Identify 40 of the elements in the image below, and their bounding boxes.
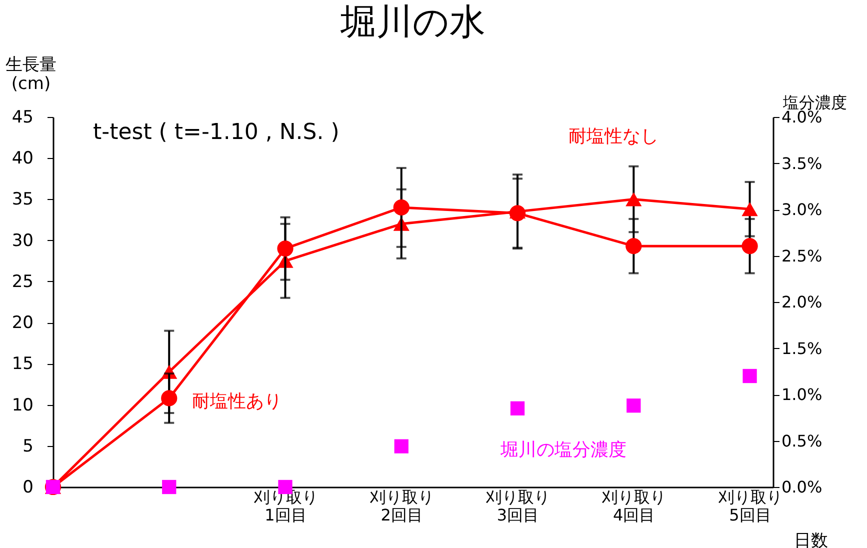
y-tick-label: 10 [12, 395, 34, 416]
y2-tick-label: 0.0% [782, 478, 822, 496]
chart-title: 堀川の水 [340, 2, 486, 43]
x-tick-label: 刈り取り 4回目 [601, 488, 666, 524]
y-tick-label: 40 [12, 148, 34, 169]
x-tick-label: 刈り取り 2回目 [368, 488, 434, 524]
y-tick-label: 20 [12, 313, 34, 334]
point [510, 401, 525, 416]
point [277, 240, 294, 257]
annotation: t-test ( t=-1.10 , N.S. ) [93, 120, 340, 145]
y-tick-label: 35 [12, 190, 34, 210]
y2-tick-label: 3.5% [782, 154, 822, 173]
point [742, 238, 758, 254]
y-tick-label: 30 [12, 230, 34, 251]
point [742, 368, 757, 384]
y2-tick-label: 0.5% [782, 431, 822, 450]
y-tick-label: 5 [22, 436, 34, 456]
series-label: 耐塩性あり [192, 391, 282, 412]
y-axis-title: 生長量 (cm) [6, 55, 56, 94]
series-label: 堀川の塩分濃度 [500, 440, 627, 461]
point [394, 439, 408, 454]
y-tick-label: 25 [12, 272, 34, 292]
y-tick-label: 45 [12, 108, 34, 128]
point [162, 480, 176, 494]
y-tick-label: 15 [12, 354, 34, 374]
y-tick-label: 0 [22, 478, 34, 498]
y2-tick-label: 2.0% [782, 292, 822, 312]
text: 耐塩性なし [568, 126, 659, 148]
y2-tick-label: 1.0% [782, 385, 822, 404]
y2-tick-label: 2.5% [782, 246, 822, 266]
x-tick-label: 刈り取り 3回目 [485, 488, 550, 524]
point [742, 202, 758, 216]
y2-tick-label: 1.5% [782, 338, 822, 358]
point [626, 192, 642, 206]
point [626, 398, 641, 413]
y2-tick-label: 3.0% [782, 200, 822, 219]
x-tick-label: 刈り取り 5回目 [717, 488, 782, 524]
point [161, 390, 178, 406]
point [393, 199, 410, 216]
point [626, 238, 642, 254]
